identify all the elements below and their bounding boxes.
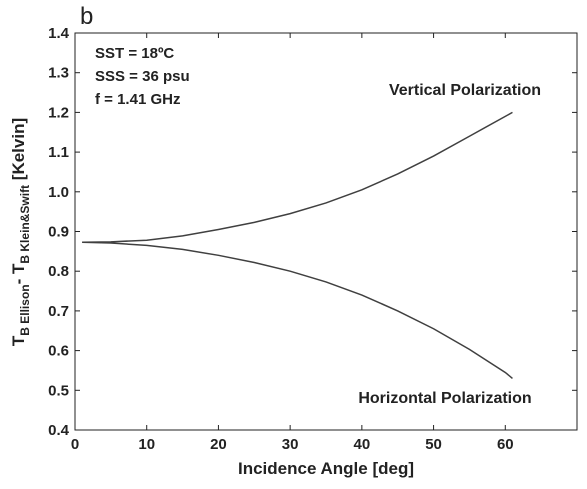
series-line — [82, 241, 513, 379]
x-axis-label: Incidence Angle [deg] — [238, 459, 414, 478]
y-tick-label: 0.6 — [48, 343, 69, 360]
y-label-part: T — [9, 335, 28, 346]
x-tick-label: 40 — [354, 436, 371, 453]
y-label-sub: B Ellison — [18, 284, 32, 335]
x-tick-label: 20 — [210, 436, 227, 453]
series-label: Vertical Polarization — [389, 82, 541, 99]
annotation: f = 1.41 GHz — [95, 91, 180, 108]
x-tick-label: 10 — [138, 436, 155, 453]
panel-label: b — [80, 3, 93, 30]
x-tick-label: 50 — [425, 436, 442, 453]
y-tick-label: 0.4 — [48, 422, 70, 439]
y-tick-label: 1.1 — [48, 144, 69, 161]
y-label-part: - T — [9, 263, 28, 284]
y-label-part: [Kelvin] — [9, 118, 28, 185]
series-label: Horizontal Polarization — [358, 390, 531, 407]
y-tick-label: 1.2 — [48, 104, 69, 121]
x-tick-label: 60 — [497, 436, 514, 453]
y-label-sub: B Klein&Swift — [18, 185, 32, 264]
annotation: SST = 18ºC — [95, 45, 174, 62]
y-tick-label: 0.7 — [48, 303, 69, 320]
x-tick-label: 0 — [71, 436, 79, 453]
y-tick-label: 0.8 — [48, 263, 69, 280]
y-tick-label: 1.3 — [48, 65, 69, 82]
y-tick-label: 0.9 — [48, 224, 69, 241]
y-tick-label: 1.0 — [48, 184, 69, 201]
series-line — [82, 111, 513, 243]
y-tick-label: 0.5 — [48, 382, 69, 399]
y-tick-label: 1.4 — [48, 25, 70, 42]
annotation: SSS = 36 psu — [95, 68, 190, 85]
x-tick-label: 30 — [282, 436, 299, 453]
y-axis-label: TB Ellison- TB Klein&Swift [Kelvin] — [9, 118, 32, 346]
